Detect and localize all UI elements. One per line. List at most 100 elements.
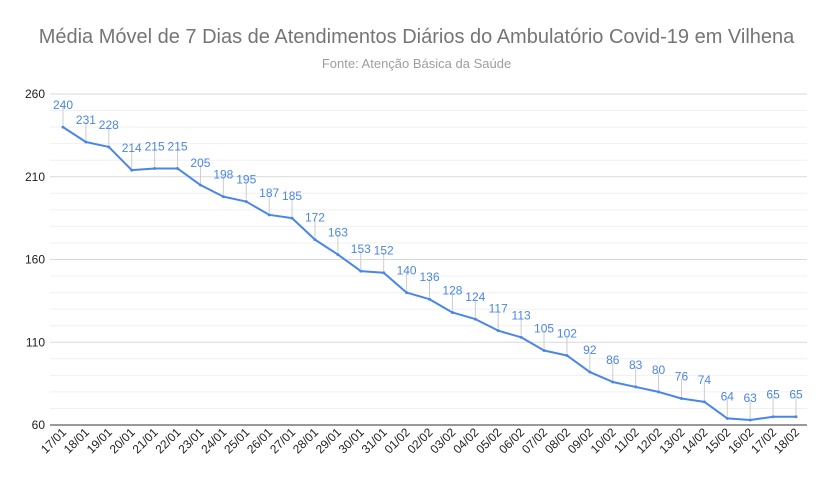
data-label: 215 <box>145 139 165 153</box>
data-point <box>771 415 775 419</box>
data-label: 136 <box>419 270 439 284</box>
data-label: 215 <box>168 139 188 153</box>
data-label: 185 <box>282 189 302 203</box>
x-tick-label: 14/02 <box>679 425 710 456</box>
data-point <box>657 390 661 394</box>
data-label: 76 <box>675 370 689 384</box>
data-label: 65 <box>766 388 780 402</box>
data-point <box>611 380 615 384</box>
data-point <box>565 353 569 357</box>
x-tick-label: 29/01 <box>313 425 344 456</box>
data-label-leaders <box>62 107 797 419</box>
y-tick-label: 110 <box>26 335 45 349</box>
data-point <box>198 183 202 187</box>
series-layer <box>61 125 798 422</box>
data-label: 205 <box>190 156 210 170</box>
data-label: 231 <box>76 113 96 127</box>
data-point <box>473 317 477 321</box>
data-label: 117 <box>489 302 508 316</box>
x-tick-label: 01/02 <box>382 425 413 456</box>
x-tick-label: 06/02 <box>496 425 527 456</box>
data-label: 105 <box>534 322 554 336</box>
data-label: 187 <box>259 186 279 200</box>
data-point <box>313 238 317 242</box>
data-label: 163 <box>328 226 348 240</box>
data-label: 198 <box>213 168 233 182</box>
data-point <box>244 200 248 204</box>
data-point <box>748 418 752 422</box>
data-label: 152 <box>374 244 394 258</box>
data-label: 195 <box>236 173 256 187</box>
x-tick-label: 04/02 <box>450 425 481 456</box>
x-tick-label: 30/01 <box>336 425 367 456</box>
y-tick-label: 160 <box>25 253 45 267</box>
data-label: 65 <box>789 388 803 402</box>
y-tick-label: 60 <box>32 418 46 432</box>
data-point <box>267 213 271 217</box>
x-tick-label: 31/01 <box>359 425 390 456</box>
data-label: 140 <box>397 264 417 278</box>
data-label: 63 <box>744 391 758 405</box>
data-point <box>450 310 454 314</box>
gridlines <box>50 93 807 426</box>
data-point <box>679 397 683 401</box>
data-label: 102 <box>557 326 577 340</box>
data-label: 86 <box>606 353 620 367</box>
data-point <box>107 145 111 149</box>
x-tick-label: 28/01 <box>290 425 321 456</box>
data-point <box>725 416 729 420</box>
data-point <box>702 400 706 404</box>
data-label: 228 <box>99 118 119 132</box>
x-tick-label: 22/01 <box>153 425 184 456</box>
x-tick-label: 10/02 <box>588 425 619 456</box>
data-point <box>61 125 65 129</box>
x-tick-label: 03/02 <box>427 425 458 456</box>
x-tick-label: 27/01 <box>267 425 298 456</box>
data-point <box>634 385 638 389</box>
data-label: 113 <box>512 308 531 322</box>
data-label: 92 <box>583 343 597 357</box>
y-tick-label: 210 <box>25 170 45 184</box>
x-tick-label: 13/02 <box>656 425 687 456</box>
x-tick-label: 16/02 <box>725 425 756 456</box>
x-tick-label: 18/01 <box>61 425 92 456</box>
data-point <box>359 269 363 273</box>
data-label: 153 <box>351 242 371 256</box>
data-label: 124 <box>465 290 485 304</box>
data-point <box>130 168 134 172</box>
x-tick-label: 12/02 <box>634 425 665 456</box>
data-point <box>428 297 431 301</box>
x-tick-label: 02/02 <box>404 425 435 456</box>
data-label: 64 <box>721 389 735 403</box>
data-point <box>794 415 798 419</box>
data-label: 74 <box>698 373 712 387</box>
x-axis-ticks: 17/0118/0119/0120/0121/0122/0123/0124/01… <box>38 425 802 456</box>
x-tick-label: 21/01 <box>130 425 161 456</box>
data-point <box>84 140 88 144</box>
data-point <box>153 166 157 170</box>
chart-title: Média Móvel de 7 Dias de Atendimentos Di… <box>39 26 795 48</box>
x-tick-label: 25/01 <box>221 425 252 456</box>
data-point <box>542 349 546 353</box>
data-label: 80 <box>652 363 666 377</box>
data-point <box>336 253 340 257</box>
data-label: 214 <box>122 141 142 155</box>
x-tick-label: 15/02 <box>702 425 733 456</box>
x-tick-label: 24/01 <box>198 425 229 456</box>
data-point <box>382 271 386 275</box>
x-tick-label: 05/02 <box>473 425 504 456</box>
chart-subtitle: Fonte: Atenção Básica da Saúde <box>322 56 511 71</box>
x-tick-label: 19/01 <box>84 425 115 456</box>
data-point <box>221 195 225 199</box>
data-point <box>176 166 180 170</box>
data-label: 83 <box>629 358 643 372</box>
data-point <box>588 370 592 374</box>
y-axis-ticks: 260 210 160 110 60 <box>25 87 45 432</box>
data-point <box>405 291 409 295</box>
data-label: 128 <box>442 283 462 297</box>
data-point <box>290 216 294 220</box>
x-tick-label: 23/01 <box>175 425 206 456</box>
